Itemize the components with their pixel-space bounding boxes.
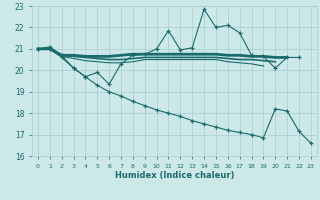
X-axis label: Humidex (Indice chaleur): Humidex (Indice chaleur): [115, 171, 234, 180]
